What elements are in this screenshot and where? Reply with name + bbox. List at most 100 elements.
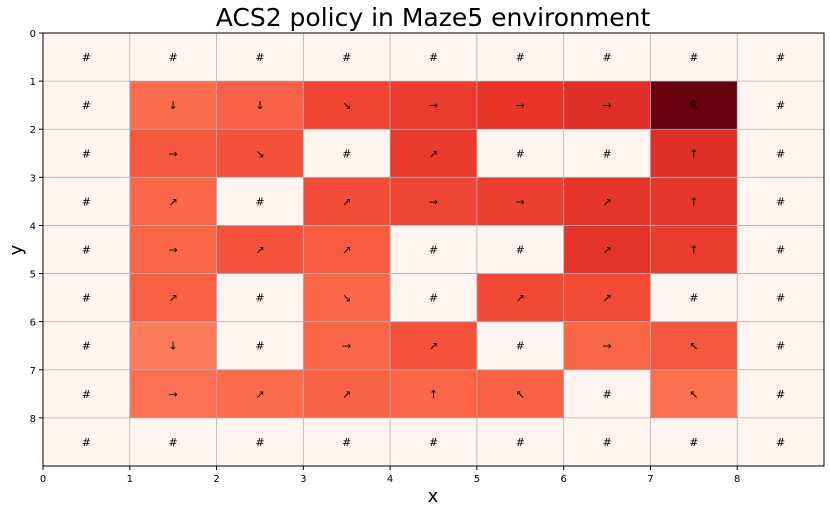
y-tick-label: 7: [30, 366, 36, 377]
wall-label: #: [255, 292, 264, 305]
policy-cell: [303, 273, 391, 322]
wall-cell: [129, 33, 217, 82]
wall-label: #: [82, 99, 91, 112]
wall-label: #: [82, 195, 91, 208]
action-arrow-label: ↗: [342, 388, 351, 401]
wall-cell: [476, 417, 564, 466]
policy-cell: [216, 81, 304, 130]
wall-cell: [216, 273, 304, 322]
wall-label: #: [776, 51, 785, 64]
wall-label: #: [82, 147, 91, 160]
policy-cell: [650, 369, 738, 418]
wall-cell: [43, 81, 130, 130]
wall-cell: [43, 417, 130, 466]
wall-cell: [476, 321, 564, 370]
heatmap-cell-labels: # # # # # # # # # # ↓ ↓ ↘ → → → R # # → ↘ # ↗ # # ↑ # # ↗ # ↗ → → ↗ ↑ # # → ↗ ↗…: [82, 51, 785, 449]
action-arrow-label: ↖: [689, 388, 698, 401]
policy-cell: [476, 273, 564, 322]
policy-cell: [563, 81, 651, 130]
y-tick-label: 1: [30, 77, 36, 88]
policy-cell: [390, 81, 477, 130]
x-tick-label: 1: [127, 474, 133, 485]
action-arrow-label: ↖: [689, 340, 698, 353]
action-arrow-label: →: [602, 340, 611, 353]
policy-cell: [476, 369, 564, 418]
wall-label: #: [82, 388, 91, 401]
action-arrow-label: ↗: [342, 244, 351, 257]
policy-cell: [129, 273, 217, 322]
wall-cell: [650, 417, 738, 466]
wall-label: #: [776, 436, 785, 449]
wall-label: #: [516, 244, 525, 257]
wall-cell: [737, 129, 824, 178]
wall-label: #: [516, 340, 525, 353]
wall-label: #: [776, 99, 785, 112]
wall-cell: [43, 33, 130, 82]
wall-cell: [43, 273, 130, 322]
policy-cell: [129, 321, 217, 370]
action-arrow-label: ↑: [689, 147, 698, 160]
wall-label: #: [82, 340, 91, 353]
action-arrow-label: →: [429, 195, 438, 208]
wall-label: #: [429, 51, 438, 64]
policy-cell: [563, 273, 651, 322]
policy-cell: [650, 129, 738, 178]
wall-cell: [563, 417, 651, 466]
wall-cell: [737, 81, 824, 130]
y-tick-label: 2: [30, 125, 36, 136]
action-arrow-label: ↗: [342, 195, 351, 208]
policy-cell: [303, 321, 391, 370]
y-tick-label: 8: [30, 414, 36, 425]
wall-cell: [737, 321, 824, 370]
wall-cell: [303, 33, 391, 82]
wall-cell: [216, 33, 304, 82]
wall-cell: [650, 33, 738, 82]
wall-cell: [43, 369, 130, 418]
wall-cell: [563, 369, 651, 418]
action-arrow-label: →: [516, 99, 525, 112]
wall-label: #: [342, 51, 351, 64]
x-tick-label: 4: [387, 474, 393, 485]
wall-cell: [129, 417, 217, 466]
wall-cell: [303, 129, 391, 178]
wall-label: #: [776, 340, 785, 353]
wall-label: #: [82, 436, 91, 449]
action-arrow-label: ↘: [342, 99, 351, 112]
action-arrow-label: ↗: [429, 340, 438, 353]
heatmap-cells: [43, 33, 824, 466]
action-arrow-label: ↗: [169, 195, 178, 208]
policy-cell: [303, 177, 391, 226]
action-arrow-label: →: [169, 244, 178, 257]
policy-cell: [650, 321, 738, 370]
wall-label: #: [255, 436, 264, 449]
wall-cell: [476, 33, 564, 82]
wall-label: #: [429, 436, 438, 449]
policy-cell: [650, 225, 738, 274]
action-arrow-label: ↑: [689, 195, 698, 208]
y-tick-label: 0: [30, 29, 36, 40]
action-arrow-label: →: [342, 340, 351, 353]
action-arrow-label: →: [169, 147, 178, 160]
policy-cell: [390, 177, 477, 226]
x-axis-label: x: [428, 486, 439, 507]
wall-cell: [650, 273, 738, 322]
wall-label: #: [602, 147, 611, 160]
wall-cell: [303, 417, 391, 466]
wall-cell: [43, 177, 130, 226]
wall-cell: [737, 369, 824, 418]
wall-label: #: [516, 147, 525, 160]
x-tick-label: 5: [474, 474, 480, 485]
action-arrow-label: ↗: [255, 244, 264, 257]
wall-cell: [737, 273, 824, 322]
action-arrow-label: ↗: [169, 292, 178, 305]
wall-label: #: [689, 292, 698, 305]
wall-label: #: [82, 292, 91, 305]
policy-cell: [216, 225, 304, 274]
wall-label: #: [342, 436, 351, 449]
wall-cell: [390, 273, 477, 322]
x-tick-label: 3: [300, 474, 306, 485]
policy-cell: [216, 369, 304, 418]
policy-cell: [390, 321, 477, 370]
policy-cell: [303, 369, 391, 418]
